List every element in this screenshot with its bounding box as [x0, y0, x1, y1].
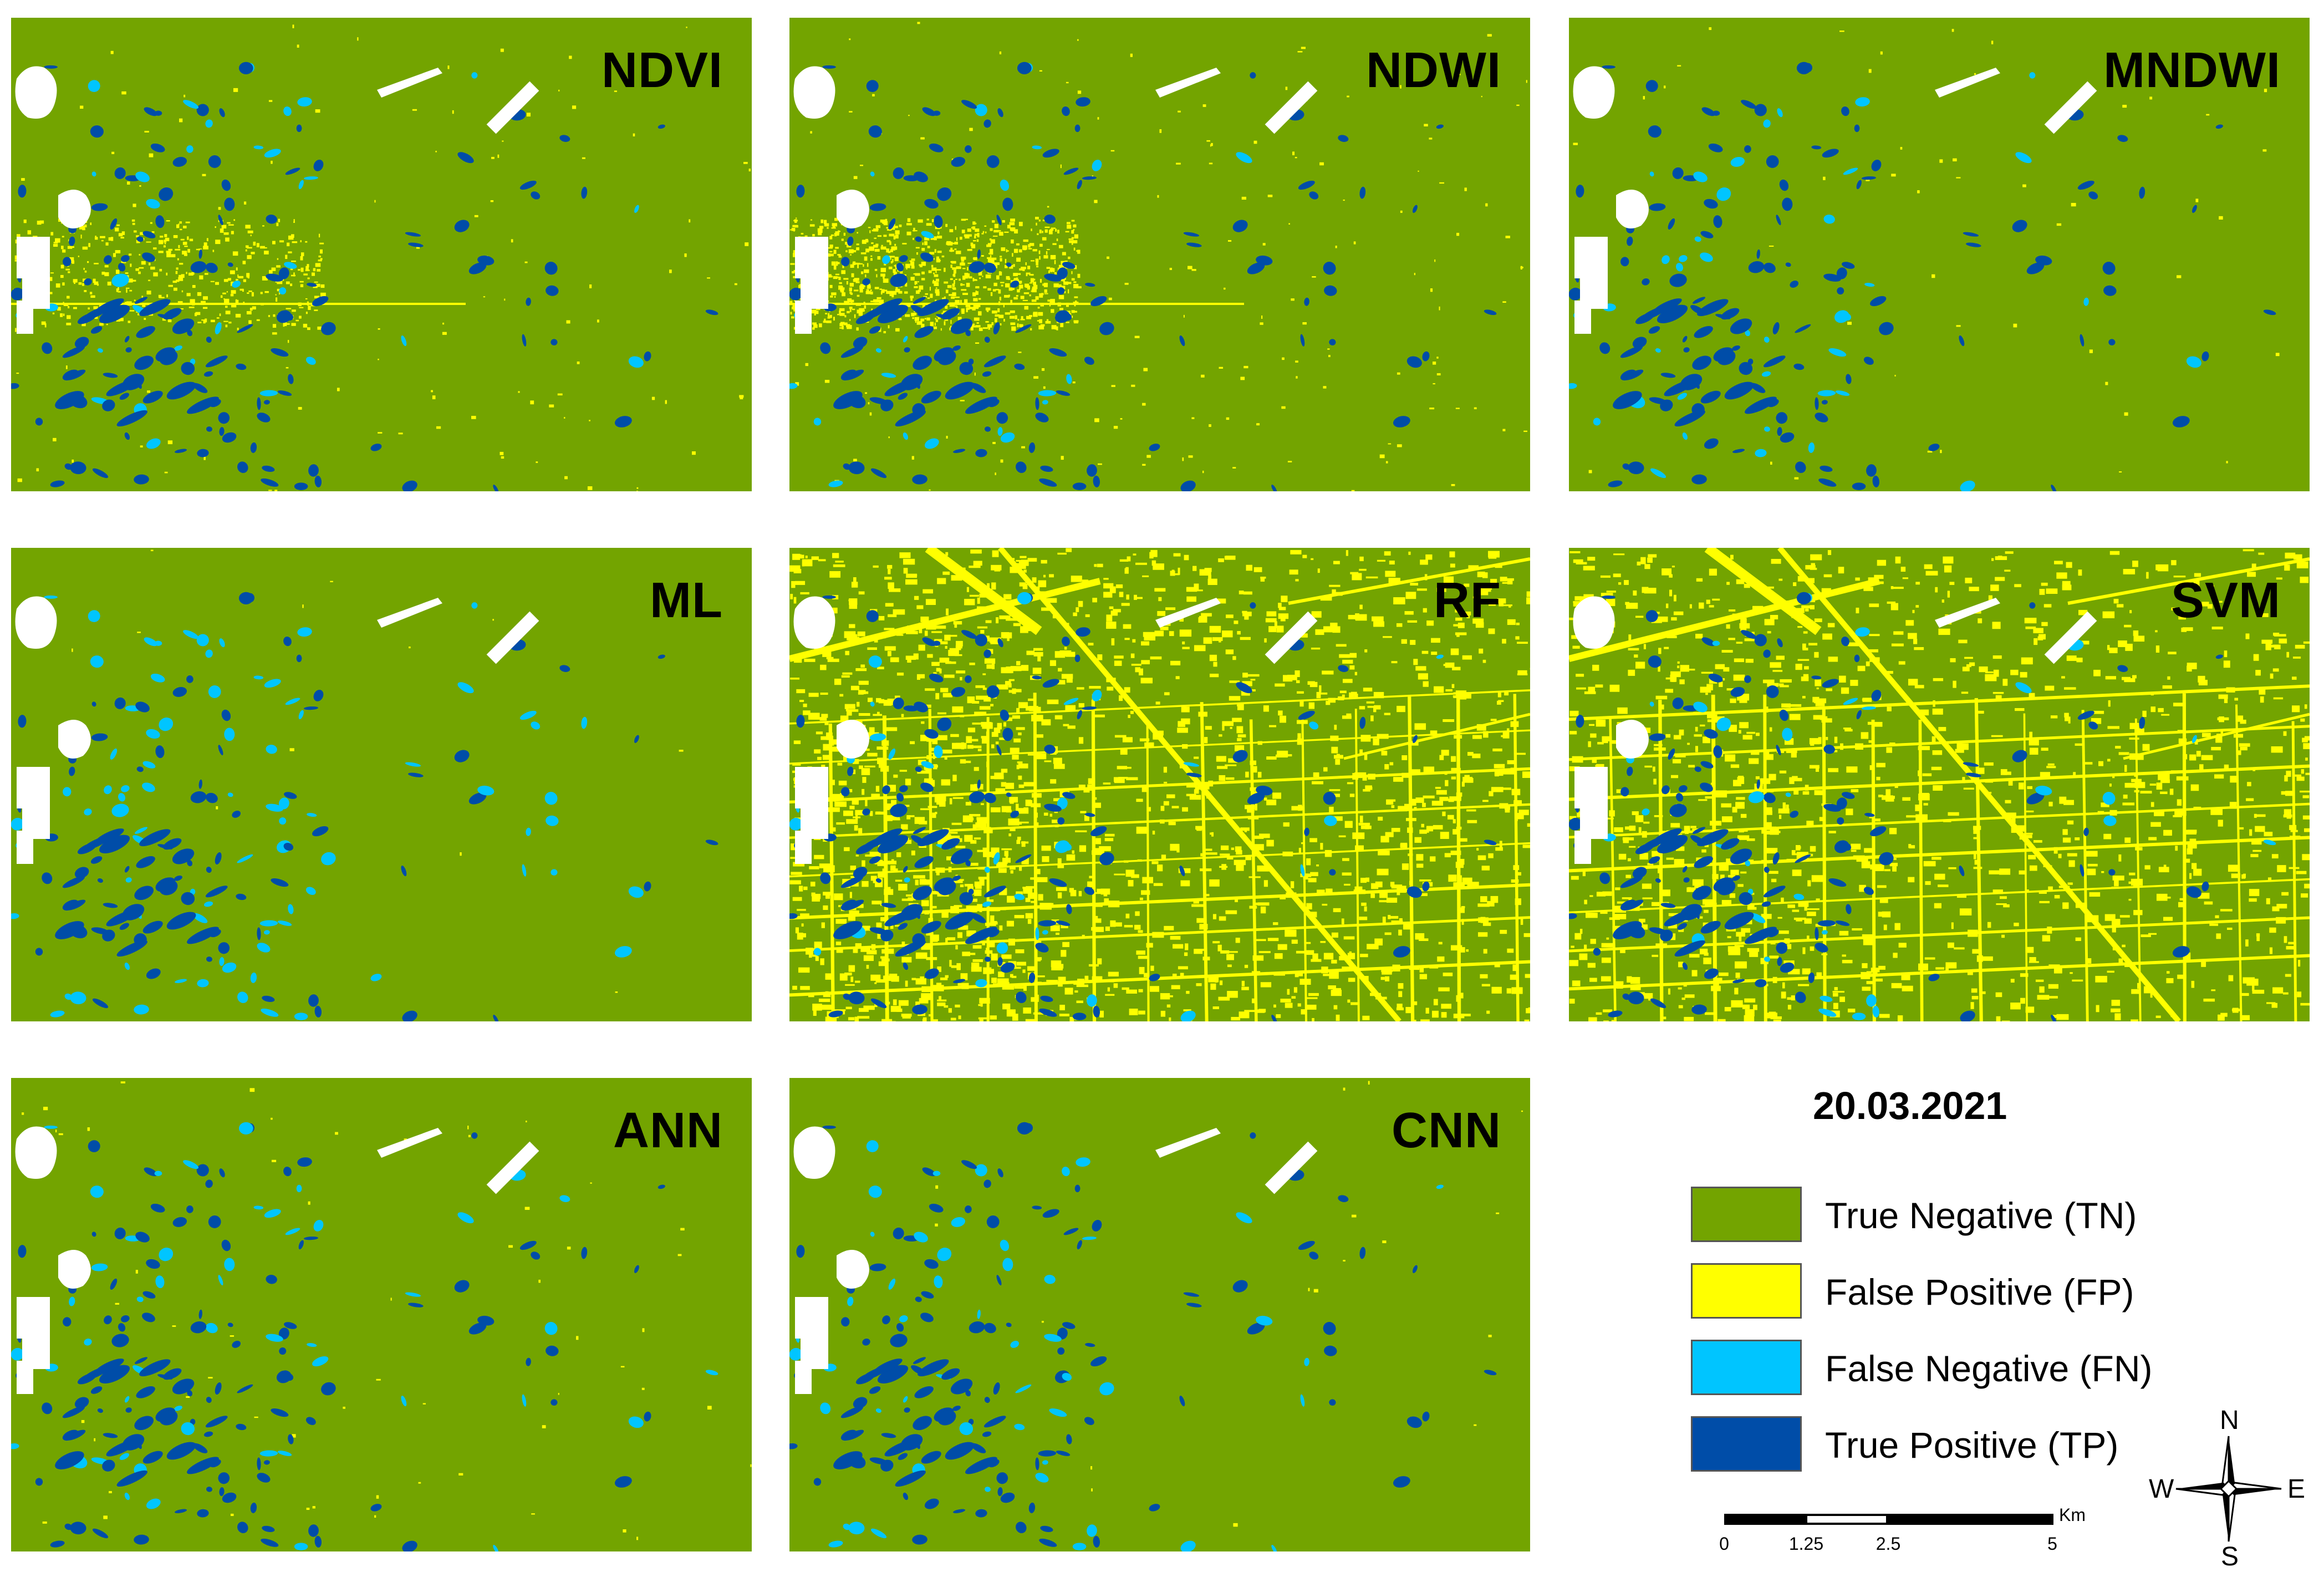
map-panel-cnn: CNN: [789, 1078, 1530, 1551]
scale-segment: [1724, 1514, 1807, 1525]
legend-label: False Positive (FP): [1825, 1271, 2134, 1313]
panel-label: RF: [1434, 572, 1501, 629]
legend-item-fp: False Positive (FP): [1691, 1263, 2245, 1319]
scale-segment: [1805, 1514, 1888, 1525]
map-panel-svm: SVM: [1569, 548, 2310, 1021]
legend-swatch: [1691, 1187, 1802, 1242]
panel-label: ANN: [613, 1102, 723, 1159]
scale-tick: 0: [1719, 1534, 1729, 1554]
scale-unit: Km: [2059, 1505, 2086, 1525]
scale-tick: 2.5: [1876, 1534, 1900, 1554]
scale-bar: 0 1.25 2.5 5 Km: [1724, 1514, 2112, 1569]
compass-s: S: [2221, 1542, 2239, 1572]
map-panel-ml: ML: [11, 548, 752, 1021]
classification-map: [11, 548, 752, 1021]
legend-label: True Negative (TN): [1825, 1194, 2137, 1237]
panel-label: CNN: [1392, 1102, 1501, 1159]
legend-item-tn: True Negative (TN): [1691, 1187, 2245, 1242]
panel-label: NDWI: [1366, 42, 1501, 99]
compass-w: W: [2149, 1474, 2174, 1504]
legend-item-fn: False Negative (FN): [1691, 1340, 2245, 1395]
panel-label: SVM: [2171, 572, 2281, 629]
legend-swatch: [1691, 1263, 1802, 1319]
panel-label: ML: [650, 572, 723, 629]
scale-segment: [1886, 1514, 2053, 1525]
classification-map: [789, 548, 1530, 1021]
legend-swatch: [1691, 1340, 1802, 1395]
panel-label: NDVI: [602, 42, 723, 99]
legend-swatch: [1691, 1416, 1802, 1472]
map-panel-rf: RF: [789, 548, 1530, 1021]
map-panel-ndwi: NDWI: [789, 18, 1530, 491]
compass-e: E: [2287, 1474, 2305, 1504]
compass-n: N: [2220, 1405, 2239, 1436]
map-panel-ann: ANN: [11, 1078, 752, 1551]
scale-tick: 1.25: [1789, 1534, 1823, 1554]
legend-date: 20.03.2021: [1813, 1083, 2007, 1128]
legend-label: False Negative (FN): [1825, 1347, 2153, 1390]
legend: 20.03.2021 True Negative (TN) False Posi…: [1563, 1076, 2324, 1569]
scale-tick: 5: [2047, 1534, 2057, 1554]
compass-rose-icon: N S E W: [2151, 1408, 2317, 1569]
map-panel-mndwi: MNDWI: [1569, 18, 2310, 491]
panel-label: MNDWI: [2103, 42, 2281, 99]
map-panel-ndvi: NDVI: [11, 18, 752, 491]
legend-label: True Positive (TP): [1825, 1424, 2118, 1466]
